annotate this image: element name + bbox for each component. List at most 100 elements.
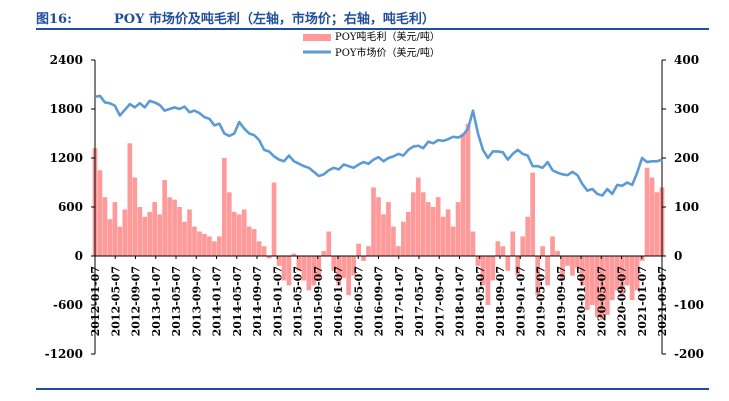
margin-bar <box>391 226 396 256</box>
margin-bar <box>535 256 540 296</box>
right-tick-label: -100 <box>674 298 704 312</box>
margin-bar <box>376 197 381 256</box>
margin-bar <box>604 256 610 315</box>
margin-bar <box>575 256 580 269</box>
margin-bar <box>256 241 262 256</box>
margin-bar <box>570 256 575 276</box>
margin-bar <box>197 231 202 256</box>
margin-bar <box>331 256 337 271</box>
left-tick-label: 1800 <box>50 102 83 116</box>
margin-bar <box>500 246 506 256</box>
x-tick-label: 2012-01-07 <box>89 266 102 336</box>
margin-bar <box>585 256 590 310</box>
margin-bar <box>142 216 148 256</box>
margin-bar <box>281 256 287 281</box>
x-tick-label: 2014-01-07 <box>211 266 224 336</box>
margin-bar <box>450 226 456 256</box>
margin-bar <box>505 256 511 271</box>
margin-bar <box>266 256 272 259</box>
margin-bar <box>306 256 312 291</box>
x-tick-label: 2013-05-07 <box>170 266 183 336</box>
margin-bar <box>624 256 630 286</box>
margin-bar <box>550 236 555 256</box>
figure-number: 图16: <box>36 12 72 27</box>
margin-bar <box>127 143 133 256</box>
price-line <box>94 94 663 197</box>
margin-bar <box>112 202 118 256</box>
legend-bar-swatch <box>303 34 331 41</box>
right-tick-label: 200 <box>674 151 699 165</box>
margin-bar <box>107 219 113 256</box>
margin-bar <box>321 251 327 256</box>
left-tick-label: 2400 <box>50 53 83 67</box>
margin-bar <box>515 256 521 276</box>
margin-bar <box>560 256 565 281</box>
left-tick-label: 1200 <box>50 151 83 165</box>
margin-bar <box>162 180 167 256</box>
margin-bar <box>157 214 162 256</box>
margin-bar <box>137 207 143 256</box>
margin-bar <box>187 209 192 256</box>
margin-bar <box>231 211 237 256</box>
margin-bar <box>465 123 471 256</box>
x-tick-label: 2012-09-07 <box>130 266 143 336</box>
x-tick-label: 2021-01-07 <box>636 266 649 336</box>
x-tick-label: 2015-01-07 <box>271 266 284 336</box>
margin-bar <box>595 256 600 318</box>
x-tick-label: 2013-01-07 <box>150 266 163 336</box>
margin-bar <box>430 207 436 256</box>
margin-bar <box>475 256 481 266</box>
right-tick-label: 300 <box>674 102 699 116</box>
left-tick-label: -600 <box>53 298 83 312</box>
margin-bar <box>599 256 605 320</box>
x-tick-label: 2021-05-07 <box>656 266 669 336</box>
margin-bar <box>351 256 356 276</box>
x-tick-label: 2012-05-07 <box>109 266 122 336</box>
margin-bar <box>192 226 197 256</box>
margin-bar <box>510 231 516 256</box>
margin-bar <box>634 256 640 291</box>
right-tick-label: 0 <box>674 249 682 263</box>
margin-bar <box>117 226 123 256</box>
margin-bar <box>495 241 501 256</box>
margin-bar <box>555 251 560 256</box>
x-tick-label: 2014-05-07 <box>231 266 244 336</box>
margin-bar <box>291 253 297 256</box>
margin-bar <box>371 187 376 256</box>
margin-bar <box>361 256 366 261</box>
right-tick-label: -200 <box>674 347 704 361</box>
margin-bar <box>396 246 401 256</box>
margin-bar <box>629 256 635 301</box>
margin-bar <box>212 241 217 256</box>
x-tick-label: 2015-09-07 <box>312 266 325 336</box>
margin-bar <box>102 197 108 256</box>
margin-bar <box>366 246 371 256</box>
margin-bar <box>356 243 361 256</box>
x-tick-label: 2020-09-07 <box>616 266 629 336</box>
margin-bar <box>480 256 486 286</box>
legend-line-label: POY市场价（美元/吨） <box>335 46 440 59</box>
margin-bar <box>440 216 446 256</box>
x-tick-label: 2019-09-07 <box>555 266 568 336</box>
margin-bar <box>455 202 461 256</box>
margin-bar <box>540 246 545 256</box>
bottom-rule <box>36 388 709 390</box>
margin-bar <box>520 236 526 256</box>
margin-bar <box>386 202 391 256</box>
x-tick-label: 2019-05-07 <box>535 266 548 336</box>
margin-bar <box>580 256 585 286</box>
x-tick-label: 2018-09-07 <box>494 266 507 336</box>
margin-bar <box>609 256 615 301</box>
margin-bar <box>490 256 496 281</box>
margin-bar <box>301 256 307 281</box>
margin-bar <box>485 256 491 305</box>
top-rule <box>36 28 709 30</box>
x-tick-label: 2016-05-07 <box>352 266 365 336</box>
margin-bar <box>207 236 212 256</box>
margin-bar <box>296 256 302 271</box>
margin-bar <box>241 209 247 256</box>
left-tick-label: -1200 <box>45 347 83 361</box>
margin-bar <box>311 256 317 286</box>
margin-bar <box>246 226 252 256</box>
